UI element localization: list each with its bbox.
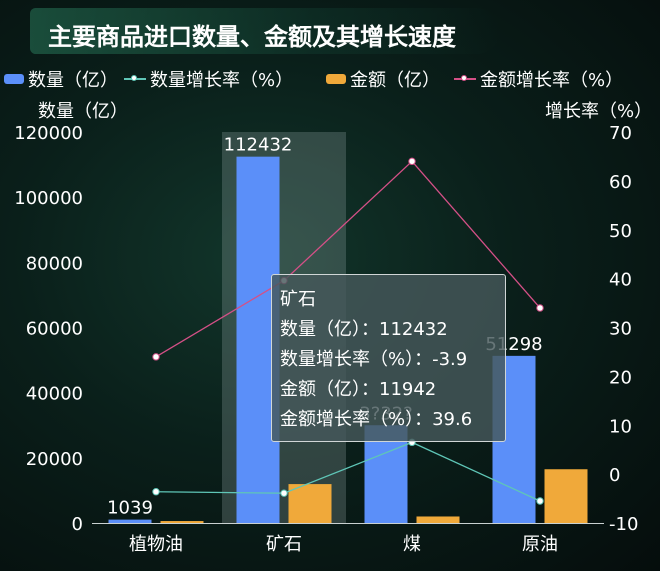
chart-title: 主要商品进口数量、金额及其增长速度 xyxy=(48,23,456,51)
bar-data-label: 1039 xyxy=(107,498,153,519)
left-tick-label: 120000 xyxy=(14,123,83,144)
category-label: 煤 xyxy=(403,534,421,555)
line-quantity-growth xyxy=(155,441,541,502)
legend-label-quantity-growth: 数量增长率（%） xyxy=(150,70,294,91)
right-tick-label: 30 xyxy=(609,319,632,340)
right-tick-label: 60 xyxy=(609,172,632,193)
legend-item-quantity[interactable]: 数量（亿） xyxy=(4,66,118,92)
legend-item-amount[interactable]: 金额（亿） xyxy=(326,66,440,92)
point-amount-growth xyxy=(152,353,160,361)
right-tick-label: 70 xyxy=(609,123,632,144)
right-tick-label: -10 xyxy=(609,514,638,535)
left-tick-label: 0 xyxy=(72,514,83,535)
legend-swatch-quantity-growth xyxy=(124,73,146,85)
legend-label-amount: 金额（亿） xyxy=(350,70,440,91)
right-tick-label: 0 xyxy=(609,465,620,486)
legend-item-amount-growth[interactable]: 金额增长率（%） xyxy=(454,66,623,92)
left-tick-label: 40000 xyxy=(26,384,83,405)
bar-quantity xyxy=(108,519,152,523)
tooltip-row-quantity: 数量（亿）：112432 xyxy=(280,319,448,340)
tooltip-title: 矿石 xyxy=(280,289,316,310)
category-label: 矿石 xyxy=(266,534,302,555)
tooltip-row-quantity-growth: 数量增长率（%）：-3.9 xyxy=(280,349,468,370)
legend-swatch-amount xyxy=(326,74,346,84)
legend-item-quantity-growth[interactable]: 数量增长率（%） xyxy=(124,66,293,92)
left-tick-label: 100000 xyxy=(14,188,83,209)
left-tick-label: 80000 xyxy=(26,253,83,274)
right-tick-label: 40 xyxy=(609,270,632,291)
point-quantity-growth xyxy=(536,497,544,505)
left-tick-label: 20000 xyxy=(26,449,83,470)
point-amount-growth xyxy=(536,304,544,312)
left-tick-label: 60000 xyxy=(26,319,83,340)
title-banner xyxy=(30,8,500,54)
legend-label-amount-growth: 金额增长率（%） xyxy=(480,70,624,91)
tooltip-row-amount: 金额（亿）：11942 xyxy=(280,379,437,400)
tooltip-row-amount-growth: 金额增长率（%）：39.6 xyxy=(280,409,473,430)
left-axis-title: 数量（亿） xyxy=(38,101,128,122)
point-quantity-growth xyxy=(280,489,288,497)
legend-swatch-amount-growth xyxy=(454,73,476,85)
point-amount-growth xyxy=(408,157,416,166)
tooltip: 矿石 数量（亿）：112432 数量增长率（%）：-3.9 金额（亿）：1194… xyxy=(271,274,506,442)
bar-data-label: 112432 xyxy=(224,135,293,156)
category-label: 植物油 xyxy=(129,534,183,555)
right-tick-label: 10 xyxy=(609,416,632,437)
right-tick-label: 20 xyxy=(609,367,632,388)
category-label: 原油 xyxy=(522,534,558,555)
line-amount-growth xyxy=(155,160,541,358)
bar-amount xyxy=(160,521,204,523)
legend-label-quantity: 数量（亿） xyxy=(28,70,118,91)
legend-swatch-quantity xyxy=(4,74,24,84)
right-axis-title: 增长率（%） xyxy=(545,101,652,122)
right-tick-label: 50 xyxy=(609,221,632,242)
bar-amount xyxy=(416,516,460,523)
point-quantity-growth xyxy=(152,488,160,496)
bar-amount xyxy=(544,469,588,523)
bar-amount xyxy=(288,484,332,523)
